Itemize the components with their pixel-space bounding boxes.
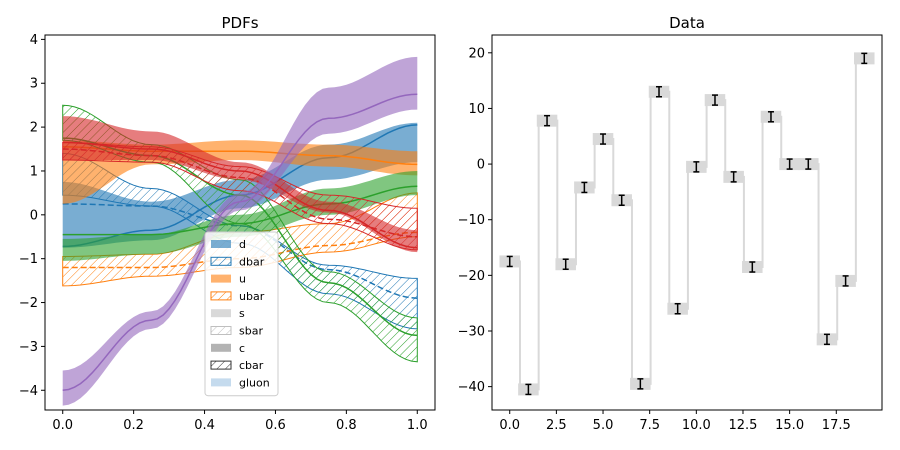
pdfs-ytick-label: 2 <box>30 121 38 136</box>
legend-label-cbar: cbar <box>239 359 264 372</box>
legend-box <box>204 231 279 397</box>
data-point <box>581 181 588 194</box>
line-ubar-3 <box>62 231 418 269</box>
data-axes-frame <box>491 34 883 411</box>
legend-label-dbar: dbar <box>239 255 265 268</box>
pdfs-xtick-label: 0.6 <box>265 418 286 433</box>
legend-label-c: c <box>239 342 245 355</box>
data-point <box>674 302 681 315</box>
pdfs-ytick-label: 0 <box>30 208 38 223</box>
pdfs-ytick-label: −2 <box>19 296 38 311</box>
pdfs-axes-frame <box>44 34 436 411</box>
data-xtick-label: 17.5 <box>822 418 851 433</box>
legend-swatch-sbar <box>210 326 232 335</box>
data-ytick-label: 20 <box>468 46 485 61</box>
pdfs-xtick-label: 1.0 <box>407 418 428 433</box>
data-point <box>711 94 718 106</box>
data-xtick-label: 15.0 <box>775 418 804 433</box>
legend-label-gluon: gluon <box>239 376 270 389</box>
data-xtick-label: 0.0 <box>499 418 520 433</box>
data-plot-area <box>499 52 875 396</box>
legend-swatch-s <box>211 309 231 318</box>
pdfs-xtick-label: 0.0 <box>52 418 73 433</box>
data-point <box>767 111 774 123</box>
pdfs-ytick-label: −3 <box>19 340 38 355</box>
legend-swatch-d <box>211 240 231 248</box>
data-ytick-label: −20 <box>458 269 485 284</box>
data-point <box>506 255 513 268</box>
data-xtick-label: 10.0 <box>682 418 711 433</box>
data-ytick-label: −40 <box>458 380 485 395</box>
legend-label-d: d <box>239 238 246 251</box>
pdfs-xtick-label: 0.4 <box>194 418 215 433</box>
legend-swatch-cbar <box>210 360 232 370</box>
pdfs-chart: PDFs 0.0 0.2 0.4 0.6 0.8 1.0 −4 −3 −2 −1 0 1 2 3 4 d db… <box>19 14 436 433</box>
data-point <box>823 333 830 346</box>
data-point <box>805 158 812 170</box>
data-axes: 0.0 2.5 5.0 7.5 10.0 12.5 15.0 17.5 −40 −30 −20 −10… <box>458 46 851 433</box>
data-xtick-label: 5.0 <box>593 418 614 433</box>
data-point <box>637 378 644 390</box>
pdfs-xtick-label: 0.8 <box>336 418 357 433</box>
data-ytick-label: −10 <box>458 213 485 228</box>
pdfs-ytick-label: 1 <box>30 164 38 179</box>
legend-swatch-ubar <box>210 291 232 301</box>
data-point <box>693 161 700 173</box>
data-xtick-label: 12.5 <box>729 418 758 433</box>
line-red-12 <box>62 148 418 238</box>
data-ytick-label: −30 <box>458 324 485 339</box>
data-point <box>600 133 607 145</box>
data-point <box>618 194 625 207</box>
pdfs-ytick-label: −1 <box>19 252 38 267</box>
legend-label-u: u <box>239 273 246 286</box>
data-xtick-label: 2.5 <box>546 418 567 433</box>
legend-swatch-gluon <box>211 378 231 387</box>
band-purple-13 <box>62 56 418 406</box>
legend-swatch-u <box>211 274 231 283</box>
hatched-band-red-12 <box>62 142 418 251</box>
pdfs-ytick-label: 3 <box>30 77 38 92</box>
data-point <box>786 158 793 170</box>
data-point <box>861 52 868 65</box>
pdfs-ytick-label: 4 <box>30 33 38 48</box>
legend-label-ubar: ubar <box>239 290 265 303</box>
data-ytick-label: 0 <box>477 158 485 173</box>
pdfs-axes: 0.0 0.2 0.4 0.6 0.8 1.0 −4 −3 −2 −1 0 1 2 3 4 <box>19 33 428 433</box>
pdfs-xtick-label: 0.2 <box>123 418 144 433</box>
legend-label-s: s <box>239 307 245 320</box>
data-chart-title: Data <box>669 14 705 32</box>
pdfs-ytick-label: −4 <box>19 384 38 399</box>
data-xtick-label: 7.5 <box>639 418 660 433</box>
data-point <box>562 258 569 270</box>
line-dbar-1 <box>62 203 418 299</box>
data-point <box>544 114 551 127</box>
data-point <box>749 261 756 273</box>
pdfs-chart-title: PDFs <box>221 14 258 32</box>
pdfs-legend: d dbar u ubar s sbar c cbar gluon <box>204 231 279 397</box>
legend-label-sbar: sbar <box>239 325 263 338</box>
legend-swatch-c <box>211 343 231 352</box>
data-chart: Data 0.0 2.5 5.0 7.5 10.0 12.5 15.0 17.5 −40 −30 −… <box>458 14 883 433</box>
data-point <box>656 85 663 98</box>
line-purple-13 <box>62 93 418 392</box>
legend-swatch-dbar <box>210 256 232 266</box>
data-point <box>842 275 849 287</box>
data-point <box>730 171 737 183</box>
data-ytick-label: 10 <box>468 102 485 117</box>
data-point <box>525 383 532 396</box>
